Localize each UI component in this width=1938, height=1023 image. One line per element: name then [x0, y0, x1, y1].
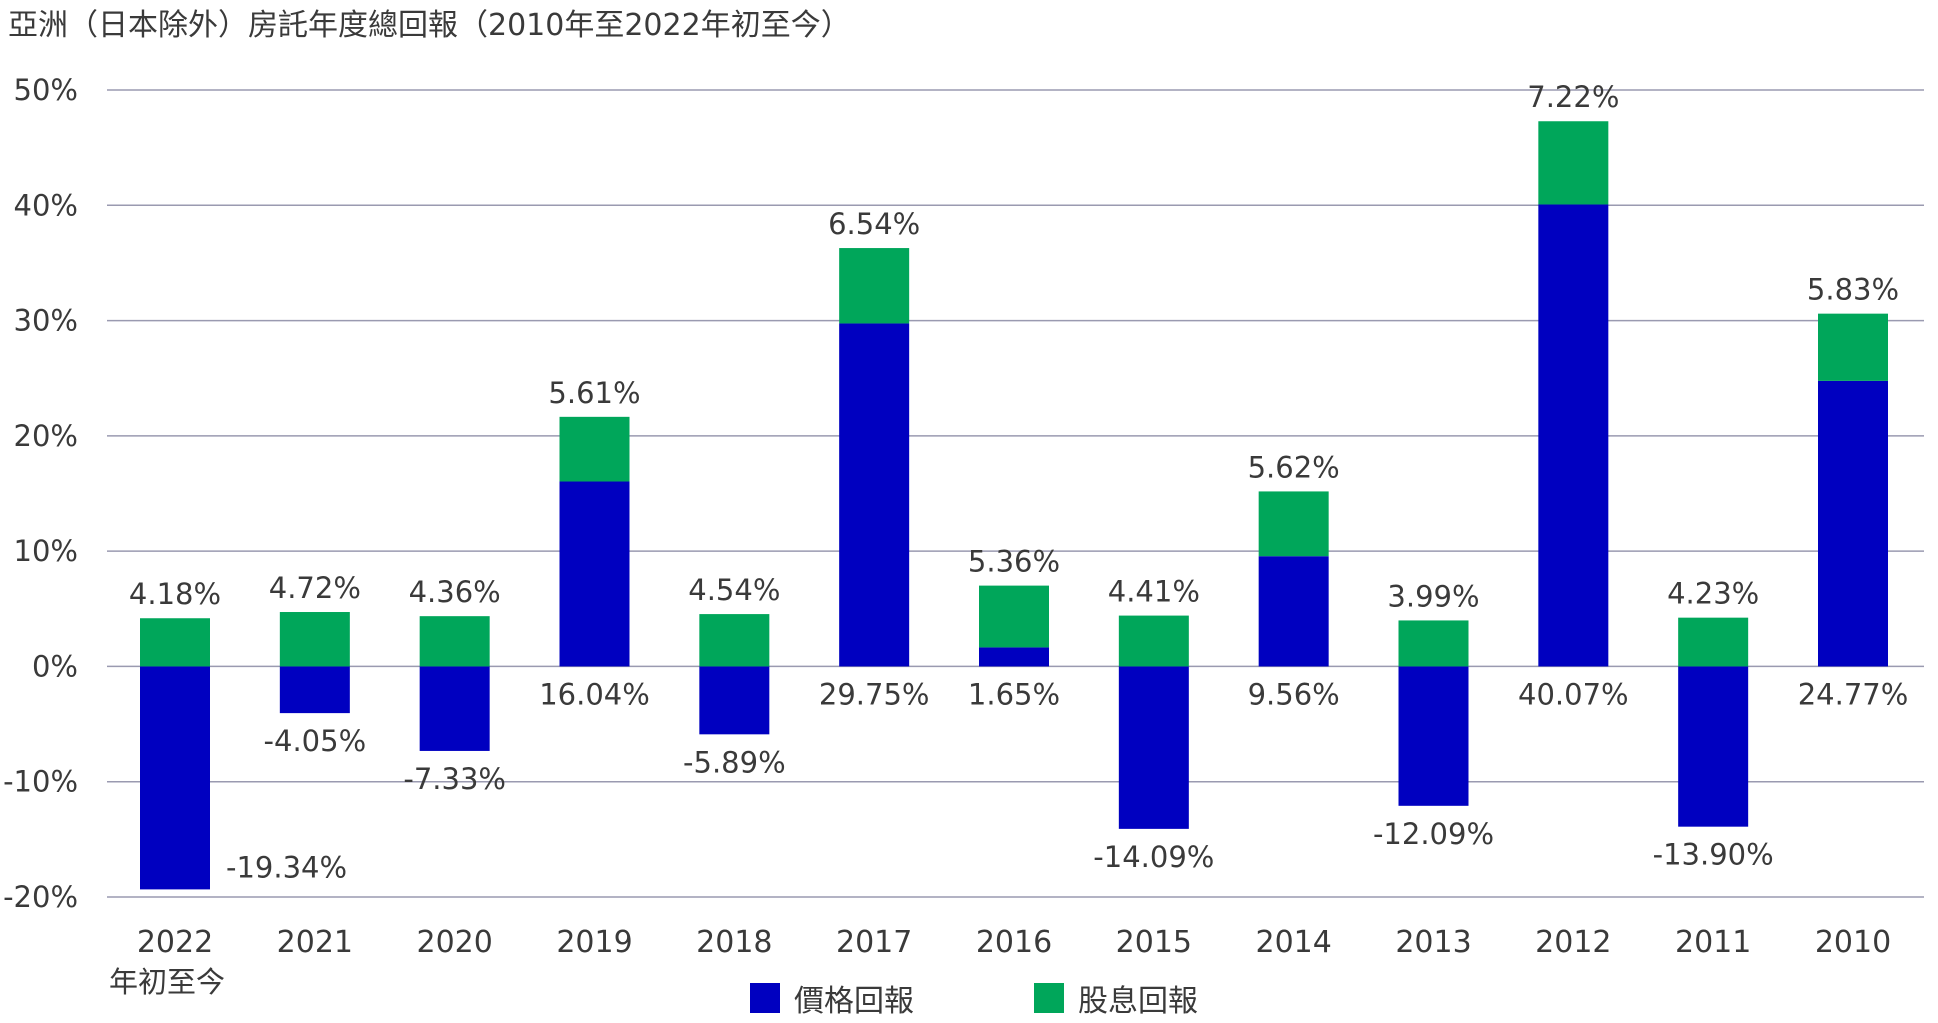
data-labels: 4.18% -19.34% 4.72% -4.05% 4.36% -7.33% 5.61% 1…: [129, 80, 1908, 884]
data-label-price: 40.07%: [1518, 677, 1629, 711]
bar-price-return: [559, 481, 630, 667]
bar-dividend-return: [699, 614, 770, 667]
data-label-dividend: 5.62%: [1248, 450, 1340, 484]
bar-dividend-return: [839, 248, 910, 324]
chart-title: 亞洲（日本除外）房託年度總回報（2010年至2022年初至今）: [8, 8, 851, 43]
x-tick-sublabel: 年初至今: [109, 965, 225, 999]
x-tick-label: 2019: [556, 925, 632, 960]
bar-price-return: [279, 666, 350, 714]
bar-price-return: [699, 666, 770, 735]
y-tick-label: -20%: [3, 880, 78, 914]
data-label-dividend: 7.22%: [1527, 80, 1619, 114]
data-label-price: -4.05%: [264, 724, 367, 758]
bar-dividend-return: [1678, 617, 1749, 667]
data-label-price: -12.09%: [1373, 817, 1494, 851]
legend: 價格回報 股息回報: [0, 976, 1938, 1020]
data-label-dividend: 4.72%: [269, 571, 361, 605]
x-tick-label: 2017: [836, 925, 912, 960]
bar-price-return: [839, 323, 910, 667]
y-axis-ticks: -20% -10% 0% 10% 20% 30% 40% 50%: [3, 73, 78, 914]
bar-price-return: [1398, 666, 1469, 806]
bar-price-return: [1258, 556, 1329, 667]
data-label-dividend: 4.36%: [409, 575, 501, 609]
y-tick-label: 0%: [32, 649, 78, 683]
x-tick-label: 2022: [137, 925, 213, 960]
data-label-price: 29.75%: [819, 677, 930, 711]
data-label-dividend: 4.23%: [1667, 577, 1759, 611]
y-tick-label: -10%: [3, 765, 78, 799]
bar-price-return: [1118, 666, 1189, 829]
x-tick-label: 2021: [277, 925, 353, 960]
legend-label-price-return: 價格回報: [794, 984, 914, 1019]
x-tick-label: 2016: [976, 925, 1052, 960]
data-label-price: -5.89%: [683, 745, 786, 779]
bar-dividend-return: [1818, 313, 1888, 381]
y-tick-label: 40%: [14, 188, 78, 222]
bars: [140, 121, 1888, 890]
data-label-price: -7.33%: [403, 762, 506, 796]
legend-label-dividend-return: 股息回報: [1078, 984, 1198, 1019]
data-label-price: 1.65%: [968, 677, 1060, 711]
x-tick-label: 2013: [1395, 925, 1471, 960]
data-label-price: 9.56%: [1248, 677, 1340, 711]
data-label-price: -13.90%: [1653, 838, 1774, 872]
x-tick-label: 2018: [696, 925, 772, 960]
bar-dividend-return: [1538, 121, 1609, 205]
bar-dividend-return: [979, 585, 1049, 648]
bar-dividend-return: [1398, 620, 1469, 667]
x-axis-ticks: 2022 年初至今 2021 2020 2019 2018 2017 2016 2015 2014…: [109, 925, 1891, 999]
gridlines: [107, 89, 1924, 898]
data-label-dividend: 5.36%: [968, 545, 1060, 579]
bar-dividend-return: [279, 612, 350, 667]
y-tick-label: 10%: [14, 534, 78, 568]
y-tick-label: 30%: [14, 304, 78, 338]
data-label-dividend: 4.54%: [688, 573, 780, 607]
bar-price-return: [1538, 204, 1609, 667]
data-label-price: -14.09%: [1093, 840, 1214, 874]
legend-item-dividend-return: 股息回報: [1034, 976, 1198, 1020]
bar-dividend-return: [1258, 491, 1329, 557]
bar-dividend-return: [1118, 615, 1189, 667]
bar-price-return: [419, 666, 490, 751]
data-label-dividend: 4.41%: [1108, 575, 1200, 609]
bar-price-return: [979, 647, 1049, 667]
y-tick-label: 50%: [14, 73, 78, 107]
data-label-price: 16.04%: [539, 677, 650, 711]
x-tick-label: 2010: [1815, 925, 1891, 960]
bar-dividend-return: [559, 416, 630, 482]
bar-price-return: [1818, 380, 1888, 667]
legend-swatch-price-return: [750, 983, 780, 1013]
data-label-dividend: 5.83%: [1807, 273, 1899, 307]
legend-item-price-return: 價格回報: [750, 976, 914, 1020]
data-label-dividend: 6.54%: [828, 207, 920, 241]
data-label-price: 24.77%: [1798, 677, 1909, 711]
bar-price-return: [140, 666, 210, 890]
x-tick-label: 2015: [1116, 925, 1192, 960]
data-label-dividend: 4.18%: [129, 577, 221, 611]
legend-swatch-dividend-return: [1034, 983, 1064, 1013]
data-label-dividend: 3.99%: [1387, 579, 1479, 613]
data-label-dividend: 5.61%: [548, 376, 640, 410]
y-tick-label: 20%: [14, 419, 78, 453]
x-tick-label: 2011: [1675, 925, 1751, 960]
bar-dividend-return: [140, 618, 210, 667]
x-tick-label: 2014: [1255, 925, 1331, 960]
bar-price-return: [1678, 666, 1749, 827]
x-tick-label: 2012: [1535, 925, 1611, 960]
bar-dividend-return: [419, 616, 490, 667]
data-label-price: -19.34%: [226, 850, 347, 884]
x-tick-label: 2020: [416, 925, 492, 960]
